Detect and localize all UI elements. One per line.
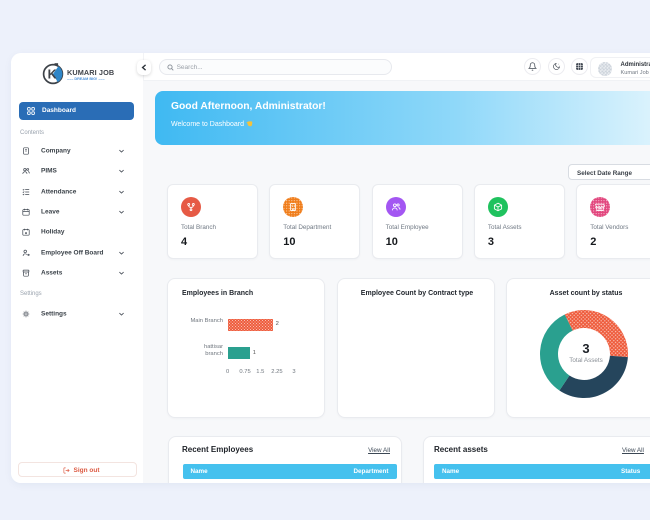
svg-text:K: K — [48, 67, 57, 81]
